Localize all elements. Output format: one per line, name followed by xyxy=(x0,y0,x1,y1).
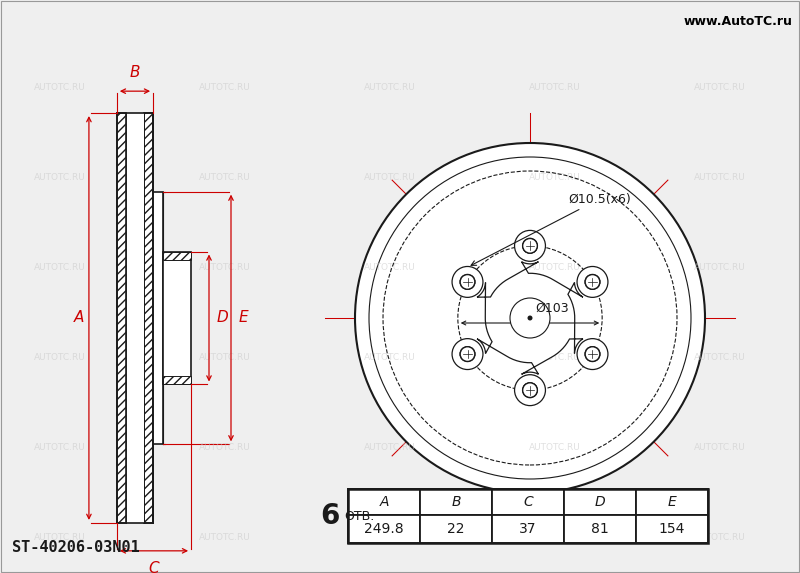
Bar xyxy=(126,113,144,523)
Polygon shape xyxy=(477,262,583,374)
Text: AUTOTC.RU: AUTOTC.RU xyxy=(364,84,416,92)
Text: E: E xyxy=(239,311,249,325)
Bar xyxy=(348,515,420,543)
Bar xyxy=(636,515,708,543)
Circle shape xyxy=(577,339,608,370)
Text: B: B xyxy=(451,495,461,509)
Circle shape xyxy=(585,274,600,289)
Text: AUTOTC.RU: AUTOTC.RU xyxy=(34,354,86,363)
Text: Ø103: Ø103 xyxy=(535,302,569,315)
Text: A: A xyxy=(74,311,84,325)
Circle shape xyxy=(522,238,538,253)
Polygon shape xyxy=(117,113,126,523)
Circle shape xyxy=(585,274,600,289)
Circle shape xyxy=(585,347,600,362)
Text: Ø10.5(x6): Ø10.5(x6) xyxy=(471,193,630,265)
Bar xyxy=(420,489,492,515)
Circle shape xyxy=(514,375,546,406)
Text: AUTOTC.RU: AUTOTC.RU xyxy=(529,533,581,543)
Text: AUTOTC.RU: AUTOTC.RU xyxy=(199,174,251,182)
Bar xyxy=(348,489,708,543)
Text: www.AutoTC.ru: www.AutoTC.ru xyxy=(683,15,792,28)
Text: AUTOTC.RU: AUTOTC.RU xyxy=(529,84,581,92)
Circle shape xyxy=(510,298,550,338)
Text: D: D xyxy=(217,311,229,325)
Text: 81: 81 xyxy=(591,522,609,536)
Text: D: D xyxy=(594,495,606,509)
Text: AUTOTC.RU: AUTOTC.RU xyxy=(199,354,251,363)
Polygon shape xyxy=(153,192,163,444)
Bar xyxy=(564,515,636,543)
Text: 249.8: 249.8 xyxy=(364,522,404,536)
Bar xyxy=(492,489,564,515)
Bar xyxy=(163,252,191,384)
Text: AUTOTC.RU: AUTOTC.RU xyxy=(199,444,251,453)
Text: AUTOTC.RU: AUTOTC.RU xyxy=(694,354,746,363)
Text: AUTOTC.RU: AUTOTC.RU xyxy=(364,264,416,273)
Text: AUTOTC.RU: AUTOTC.RU xyxy=(199,264,251,273)
Text: 6: 6 xyxy=(321,502,340,530)
Text: AUTOTC.RU: AUTOTC.RU xyxy=(694,444,746,453)
Bar xyxy=(348,489,708,543)
Text: AUTOTC.RU: AUTOTC.RU xyxy=(34,444,86,453)
Circle shape xyxy=(522,383,538,398)
Text: AUTOTC.RU: AUTOTC.RU xyxy=(694,174,746,182)
Text: AUTOTC.RU: AUTOTC.RU xyxy=(364,354,416,363)
Circle shape xyxy=(460,274,475,289)
Text: B: B xyxy=(130,65,140,80)
Text: AUTOTC.RU: AUTOTC.RU xyxy=(34,264,86,273)
Text: AUTOTC.RU: AUTOTC.RU xyxy=(694,84,746,92)
Circle shape xyxy=(452,339,483,370)
Circle shape xyxy=(522,383,538,398)
Polygon shape xyxy=(163,252,191,260)
Text: AUTOTC.RU: AUTOTC.RU xyxy=(34,174,86,182)
Text: AUTOTC.RU: AUTOTC.RU xyxy=(199,533,251,543)
Circle shape xyxy=(355,143,705,493)
Text: E: E xyxy=(668,495,676,509)
Circle shape xyxy=(460,347,475,362)
Circle shape xyxy=(514,230,546,261)
Text: AUTOTC.RU: AUTOTC.RU xyxy=(529,174,581,182)
Text: C: C xyxy=(523,495,533,509)
Text: AUTOTC.RU: AUTOTC.RU xyxy=(694,533,746,543)
Circle shape xyxy=(460,347,475,362)
Text: AUTOTC.RU: AUTOTC.RU xyxy=(529,444,581,453)
Circle shape xyxy=(585,347,600,362)
Text: 154: 154 xyxy=(659,522,685,536)
Text: 22: 22 xyxy=(447,522,465,536)
Text: AUTOTC.RU: AUTOTC.RU xyxy=(364,533,416,543)
Circle shape xyxy=(527,316,533,320)
Text: AUTOTC.RU: AUTOTC.RU xyxy=(529,354,581,363)
Text: AUTOTC.RU: AUTOTC.RU xyxy=(694,264,746,273)
Polygon shape xyxy=(144,113,153,523)
Text: AUTOTC.RU: AUTOTC.RU xyxy=(364,174,416,182)
Bar xyxy=(348,489,420,515)
Text: ST-40206-03N01: ST-40206-03N01 xyxy=(12,540,140,555)
Text: 37: 37 xyxy=(519,522,537,536)
Text: AUTOTC.RU: AUTOTC.RU xyxy=(34,533,86,543)
Bar xyxy=(564,489,636,515)
Circle shape xyxy=(452,266,483,297)
Text: AUTOTC.RU: AUTOTC.RU xyxy=(34,84,86,92)
Bar xyxy=(636,489,708,515)
Text: AUTOTC.RU: AUTOTC.RU xyxy=(199,84,251,92)
Circle shape xyxy=(522,238,538,253)
Circle shape xyxy=(577,266,608,297)
Polygon shape xyxy=(163,376,191,384)
Text: ОТВ.: ОТВ. xyxy=(344,509,374,523)
Bar xyxy=(420,515,492,543)
Text: AUTOTC.RU: AUTOTC.RU xyxy=(364,444,416,453)
Text: AUTOTC.RU: AUTOTC.RU xyxy=(529,264,581,273)
Text: A: A xyxy=(379,495,389,509)
Circle shape xyxy=(460,274,475,289)
Text: C: C xyxy=(149,561,159,573)
Bar xyxy=(492,515,564,543)
